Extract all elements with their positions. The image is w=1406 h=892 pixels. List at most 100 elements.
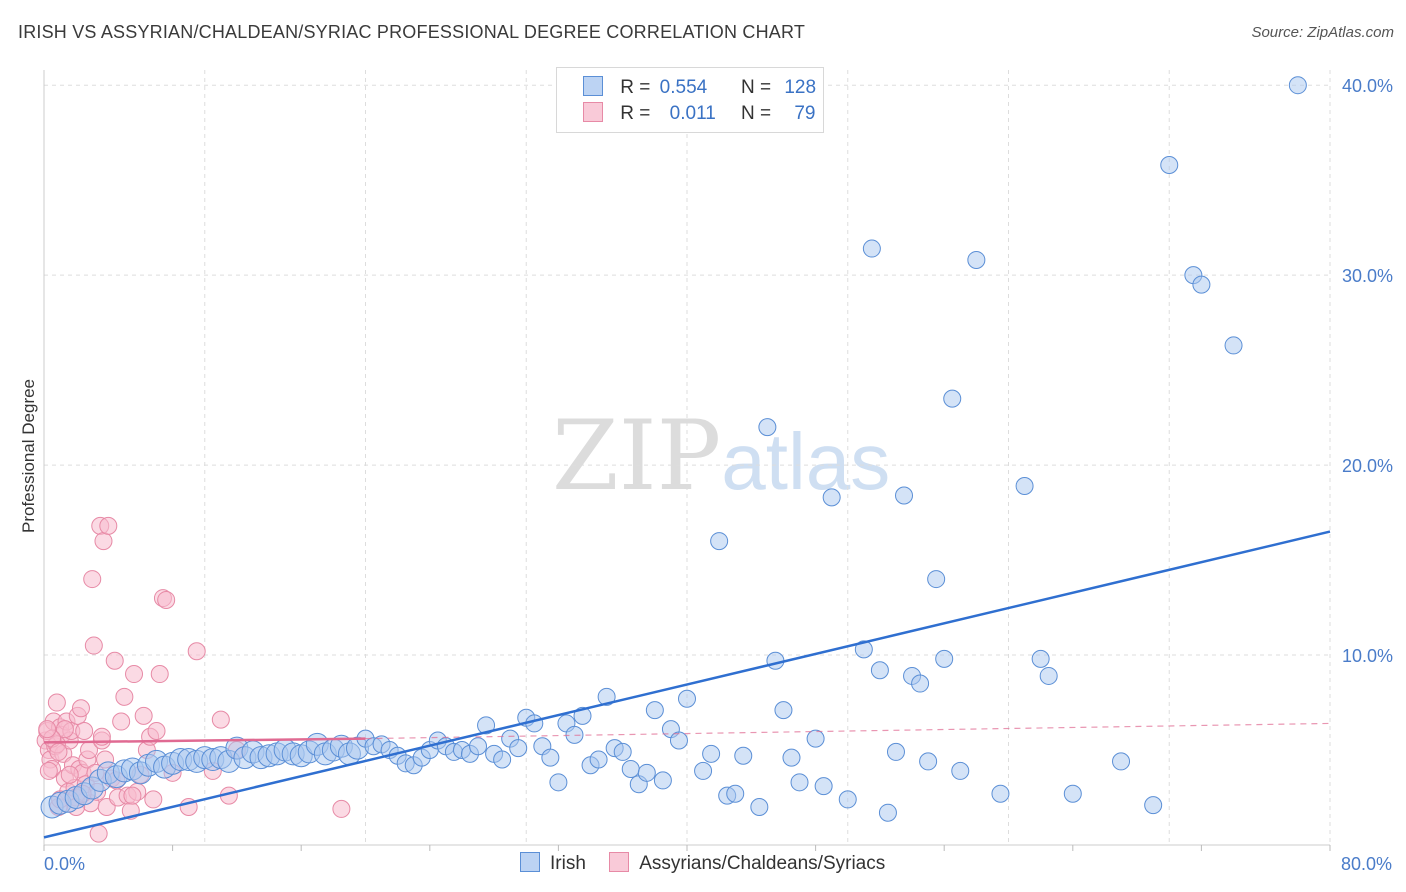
irish-point	[911, 674, 930, 693]
irish-point	[678, 689, 696, 708]
irish-point	[710, 532, 729, 551]
irish-point	[862, 239, 881, 258]
assyrian-point	[112, 712, 131, 731]
irish-point	[782, 748, 801, 767]
assyrian-point	[115, 687, 134, 706]
y-tick-label: 40.0%	[1342, 76, 1393, 96]
irish-r-label: R =	[620, 77, 651, 98]
irish-point	[854, 640, 873, 659]
y-tick-label: 20.0%	[1342, 456, 1393, 476]
irish-point	[549, 773, 568, 792]
assyrian-point	[211, 710, 230, 729]
irish-point	[1160, 155, 1179, 174]
y-axis-label: Professional Degree	[19, 379, 38, 533]
series-legend: Irish Assyrians/Chaldeans/Syriacs	[520, 852, 903, 875]
irish-point	[589, 750, 608, 769]
assyrian-point	[332, 799, 351, 818]
stats-legend: R = 0.554 N = 128 R = 0.011 N = 79	[556, 67, 824, 133]
irish-r-value: 0.554	[659, 77, 708, 98]
irish-n-value: 128	[784, 77, 817, 98]
irish-point	[919, 752, 938, 771]
irish-point	[621, 760, 640, 779]
irish-point	[991, 784, 1010, 803]
x-tick-label: 0.0%	[44, 854, 85, 874]
assyrian-point	[187, 642, 206, 661]
y-tick-label: 30.0%	[1342, 266, 1393, 286]
irish-point	[726, 784, 745, 803]
irish-point	[1144, 796, 1163, 815]
assyrian-n-value: 79	[794, 103, 816, 124]
assyrian-point	[144, 790, 163, 809]
irish-point	[477, 716, 496, 735]
irish-point	[734, 746, 753, 765]
irish-point	[653, 771, 672, 790]
assyrian-swatch	[583, 102, 603, 122]
legend-item-irish[interactable]: Irish	[520, 852, 586, 875]
irish-point	[597, 687, 616, 706]
assyrian-legend-swatch	[609, 852, 630, 872]
irish-point	[886, 742, 905, 761]
y-tick-label: 10.0%	[1342, 646, 1393, 666]
assyrian-point	[38, 720, 57, 739]
watermark-atlas: atlas	[721, 417, 891, 506]
assyrian-r-label: R =	[620, 103, 651, 124]
assyrian-point	[150, 665, 169, 684]
legend-row-assyrian: R = 0.011 N = 79	[583, 102, 815, 126]
irish-n-label: N =	[740, 77, 772, 98]
watermark-zip: ZIP	[552, 400, 722, 512]
assyrian-point	[105, 651, 124, 670]
irish-swatch	[583, 76, 603, 96]
irish-legend-label: Irish	[550, 853, 586, 874]
irish-point	[509, 739, 528, 758]
irish-point	[766, 651, 785, 670]
assyrian-point	[55, 720, 74, 739]
assyrian-point	[147, 722, 166, 741]
assyrian-point	[134, 706, 153, 725]
irish-point	[822, 488, 841, 507]
irish-point	[469, 737, 488, 756]
irish-point	[774, 701, 793, 720]
assyrian-trend-line	[43, 737, 366, 744]
assyrian-point	[75, 722, 94, 741]
assyrian-trend-extension	[365, 722, 1331, 740]
irish-point	[694, 761, 713, 780]
assyrian-point	[89, 824, 108, 843]
irish-point	[878, 803, 897, 822]
assyrian-point	[60, 765, 79, 784]
irish-point	[870, 661, 889, 680]
assyrian-point	[99, 516, 118, 535]
axes	[43, 70, 1331, 851]
assyrian-point	[125, 665, 144, 684]
irish-point	[637, 763, 656, 782]
irish-point	[1015, 476, 1034, 495]
assyrian-point	[49, 742, 68, 761]
assyrian-point	[71, 699, 90, 718]
legend-row-irish: R = 0.554 N = 128	[583, 76, 816, 100]
irish-point	[927, 570, 946, 589]
irish-point	[750, 798, 769, 817]
legend-item-assyrian[interactable]: Assyrians/Chaldeans/Syriacs	[609, 852, 885, 875]
irish-point	[967, 250, 986, 269]
x-tick-label: 80.0%	[1341, 854, 1392, 874]
chart-title: IRISH VS ASSYRIAN/CHALDEAN/SYRIAC PROFES…	[18, 22, 806, 42]
irish-point	[1112, 752, 1131, 771]
irish-trend-line	[43, 530, 1331, 839]
irish-point	[645, 701, 664, 720]
irish-point	[1192, 275, 1211, 294]
irish-point	[814, 777, 833, 796]
irish-point	[1224, 336, 1243, 355]
trend-lines	[43, 530, 1331, 839]
irish-point	[951, 761, 970, 780]
irish-point	[806, 729, 825, 748]
irish-point	[1063, 784, 1082, 803]
watermark: ZIPatlas	[552, 400, 890, 512]
assyrian-point	[123, 786, 142, 805]
irish-point	[943, 389, 962, 408]
assyrian-r-value: 0.011	[669, 103, 716, 124]
assyrian-legend-label: Assyrians/Chaldeans/Syriacs	[639, 853, 886, 874]
irish-point	[758, 418, 777, 437]
assyrian-point	[83, 570, 102, 589]
irish-point	[702, 744, 721, 763]
irish-point	[935, 649, 954, 668]
